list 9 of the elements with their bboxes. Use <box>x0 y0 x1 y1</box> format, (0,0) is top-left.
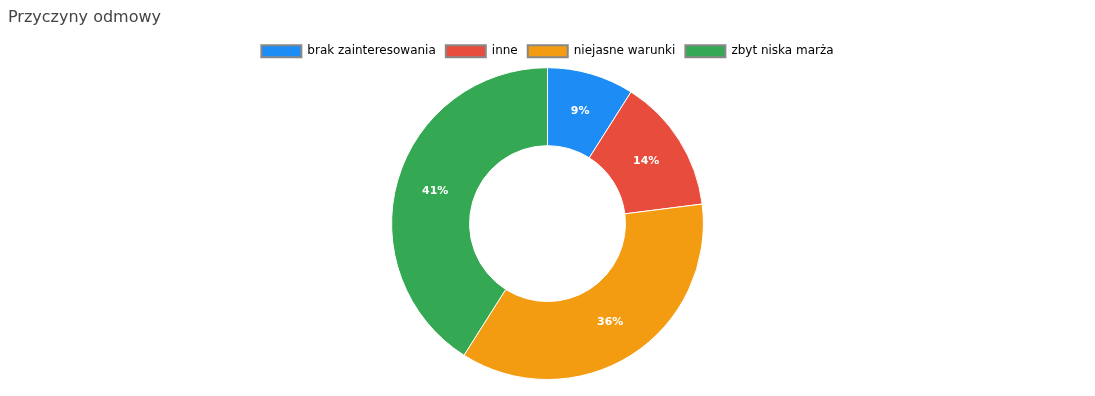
data-label: 36% <box>596 315 624 329</box>
data-label: 14% <box>633 153 660 167</box>
data-label: 9% <box>570 104 590 118</box>
legend-label: brak zainteresowania <box>307 43 436 58</box>
data-label: 41% <box>422 183 449 197</box>
legend-label: niejasne warunki <box>573 43 676 58</box>
legend-label: inne <box>491 43 518 58</box>
text: Przyczyny odmowy <box>8 6 162 26</box>
legend-label: zbyt niska marża <box>731 43 834 58</box>
